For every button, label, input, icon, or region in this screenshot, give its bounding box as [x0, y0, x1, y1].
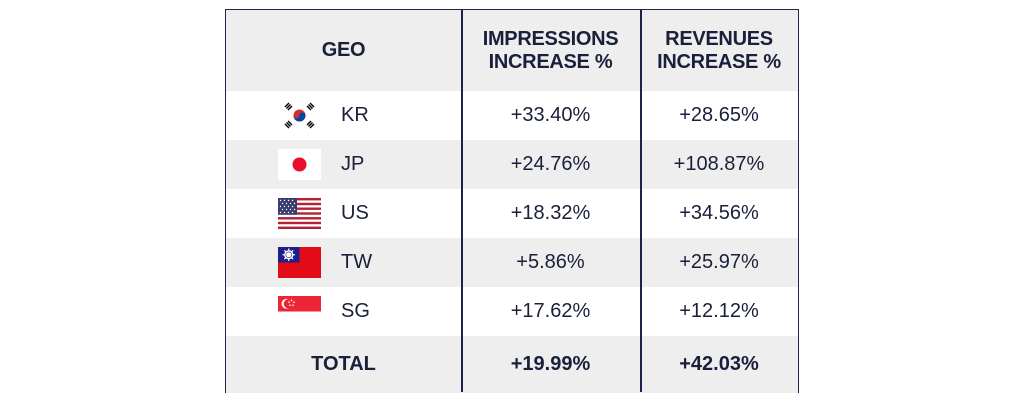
table-row: TW +5.86% +25.97% — [226, 238, 798, 287]
total-label: TOTAL — [311, 353, 376, 375]
header-revenues: REVENUES INCREASE % — [640, 10, 798, 91]
singapore-flag-icon — [278, 296, 321, 327]
impressions-cell: +17.62% — [510, 300, 591, 322]
impressions-cell: +18.32% — [510, 202, 591, 224]
south-korea-flag-icon — [278, 100, 321, 131]
table-row: SG +17.62% +12.12% — [226, 287, 798, 336]
geo-cell: KR — [226, 91, 461, 140]
geo-cell: SG — [226, 287, 461, 336]
revenues-cell: +28.65% — [679, 104, 759, 126]
revenues-cell: +12.12% — [679, 300, 759, 322]
impressions-cell: +24.76% — [510, 153, 591, 175]
usa-flag-icon — [278, 198, 321, 229]
impressions-cell: +33.40% — [510, 104, 591, 126]
table-row: KR +33.40% +28.65% — [226, 91, 798, 140]
column-divider — [461, 10, 463, 392]
header-impressions-label: IMPRESSIONS INCREASE % — [482, 27, 619, 73]
revenues-cell: +34.56% — [679, 202, 759, 224]
geo-cell: TW — [226, 238, 461, 287]
geo-label: JP — [341, 153, 365, 175]
geo-label: KR — [341, 104, 369, 126]
geo-label: TW — [341, 251, 373, 273]
header-revenues-label: REVENUES INCREASE % — [657, 27, 781, 73]
results-table: GEO IMPRESSIONS INCREASE % REVENUES INCR… — [225, 9, 799, 393]
japan-flag-icon — [278, 149, 321, 180]
total-impressions: +19.99% — [510, 353, 591, 375]
revenues-cell: +108.87% — [673, 153, 765, 175]
revenues-cell: +25.97% — [679, 251, 759, 273]
total-row: TOTAL +19.99% +42.03% — [226, 336, 798, 393]
header-geo: GEO — [226, 10, 461, 91]
column-divider — [640, 10, 642, 392]
total-revenues: +42.03% — [679, 353, 759, 375]
geo-cell: US — [226, 189, 461, 238]
taiwan-flag-icon — [278, 247, 321, 278]
table-row: US +18.32% +34.56% — [226, 189, 798, 238]
table-row: JP +24.76% +108.87% — [226, 140, 798, 189]
geo-label: US — [341, 202, 369, 224]
geo-cell: JP — [226, 140, 461, 189]
impressions-cell: +5.86% — [516, 251, 585, 273]
geo-label: SG — [341, 300, 370, 322]
header-impressions: IMPRESSIONS INCREASE % — [461, 10, 640, 91]
table-header-row: GEO IMPRESSIONS INCREASE % REVENUES INCR… — [226, 10, 798, 91]
header-geo-label: GEO — [321, 39, 366, 61]
